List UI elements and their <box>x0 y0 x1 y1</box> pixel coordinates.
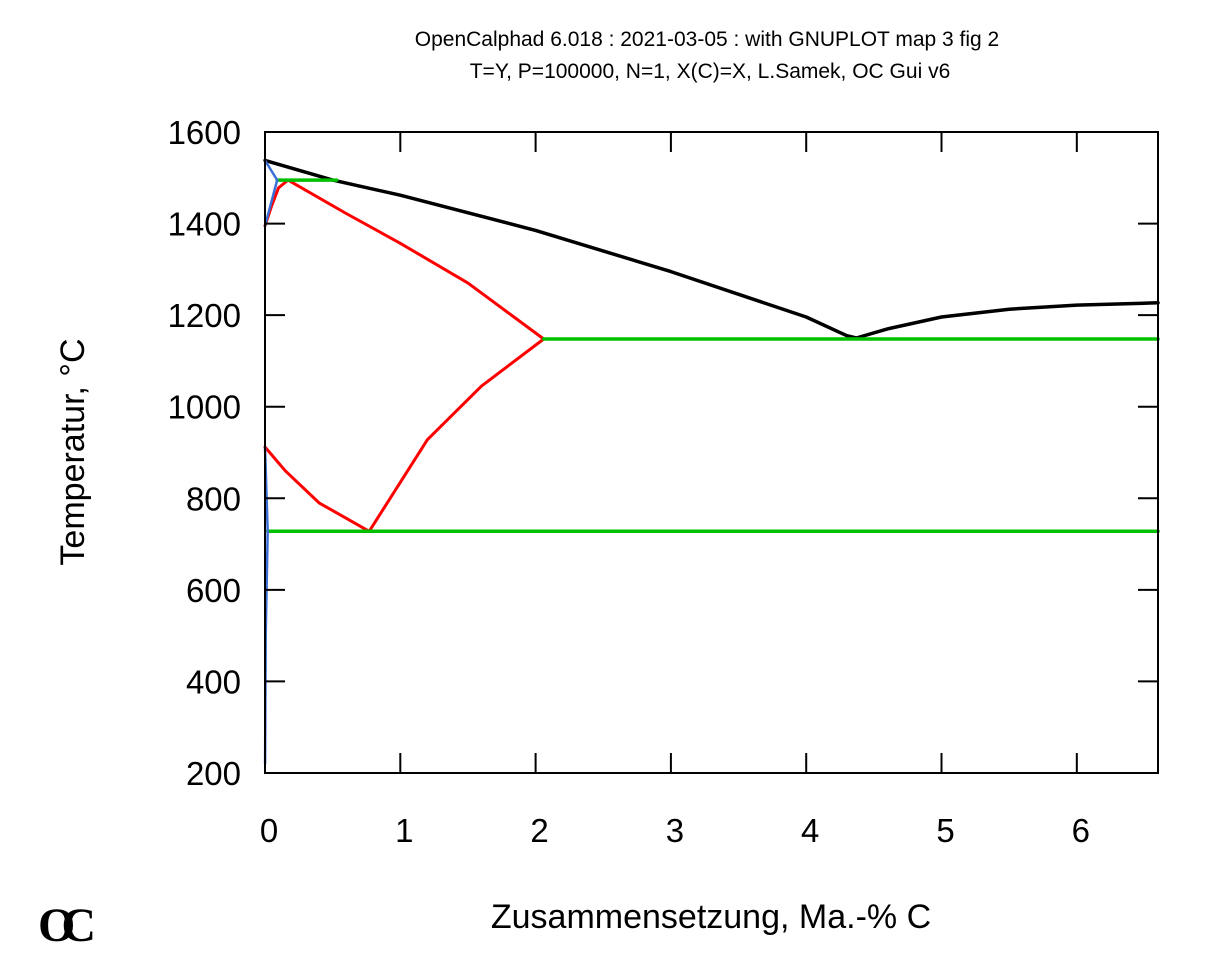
x-tick-label: 0 <box>260 812 278 849</box>
y-tick-label: 1000 <box>168 389 241 426</box>
y-tick-label: 1600 <box>168 114 241 151</box>
y-tick-label: 200 <box>186 755 241 792</box>
series-layer <box>263 158 1160 766</box>
x-tick-label: 1 <box>395 812 413 849</box>
tick-layer: 0 1 2 3 4 5 6 200 400 600 800 1000 1200 1400 1600 <box>168 114 1158 849</box>
phase-boundary-line-10 <box>263 178 279 228</box>
y-axis-label: Temperatur, °C <box>54 338 92 565</box>
phase-boundary-line-4 <box>367 337 546 533</box>
y-tick-label: 1400 <box>168 206 241 243</box>
x-tick-label: 3 <box>666 812 684 849</box>
phase-boundary-line-5 <box>263 445 371 533</box>
x-tick-label: 6 <box>1072 812 1090 849</box>
phase-boundary-line-9 <box>263 159 279 182</box>
plot-frame <box>264 131 1159 774</box>
y-tick-label: 800 <box>186 480 241 517</box>
y-tick-label: 400 <box>186 663 241 700</box>
x-tick-label: 5 <box>936 812 954 849</box>
oc-logo: OC <box>38 899 93 952</box>
chart-title: OpenCalphad 6.018 : 2021-03-05 : with GN… <box>415 28 999 51</box>
y-tick-label: 1200 <box>168 297 241 334</box>
x-axis-label: Zusammensetzung, Ma.-% C <box>491 898 931 936</box>
phase-boundary-line-3 <box>286 178 546 341</box>
x-tick-label: 4 <box>801 812 819 849</box>
chart-subtitle: T=Y, P=100000, N=1, X(C)=X, L.Samek, OC … <box>470 60 951 83</box>
y-tick-label: 600 <box>186 572 241 609</box>
phase-boundary-line-0 <box>263 158 1160 340</box>
x-tick-label: 2 <box>530 812 548 849</box>
